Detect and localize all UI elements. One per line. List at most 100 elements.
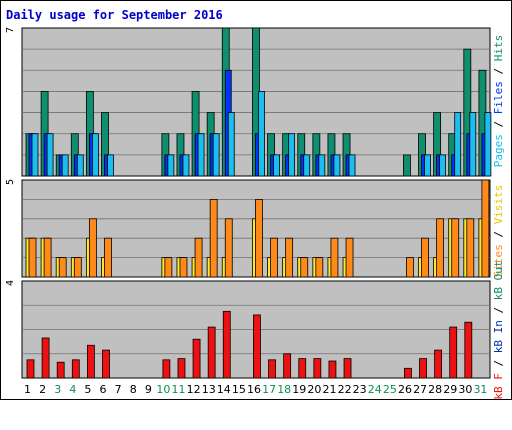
bar-pages	[197, 133, 205, 177]
x-tick-label: 7	[115, 383, 122, 396]
side-label-part: kB In	[492, 320, 505, 354]
bar-sites	[481, 179, 490, 278]
bar-kb-f	[404, 367, 412, 379]
bar-sites	[466, 218, 475, 278]
bar-sites	[104, 237, 112, 278]
side-label-part: kB Out	[492, 260, 505, 301]
x-tick-label: 25	[383, 383, 397, 396]
bar-kb-f	[343, 358, 352, 379]
bar-sites	[209, 198, 218, 278]
bar-kb-f	[41, 337, 50, 379]
x-tick-label: 14	[217, 383, 231, 396]
bar-sites	[73, 257, 82, 278]
bar-pages	[333, 154, 341, 177]
x-tick-label: 16	[247, 383, 261, 396]
bar-pages	[107, 154, 114, 177]
bar-kb-f	[464, 321, 473, 379]
x-tick-label: 17	[262, 383, 276, 396]
bar-sites	[436, 218, 445, 278]
bar-kb-f	[71, 359, 80, 379]
bar-kb-f	[253, 314, 261, 379]
bar-sites	[451, 218, 460, 278]
x-tick-label: 28	[428, 383, 442, 396]
bar-sites	[345, 237, 354, 278]
x-tick-label: 24	[368, 383, 382, 396]
bar-pages	[454, 112, 462, 177]
side-label-kbytes: kB F / kB In / kB Out	[492, 230, 508, 430]
x-tick-label: 3	[54, 383, 61, 396]
x-tick-label: 9	[145, 383, 152, 396]
bar-kb-f	[449, 326, 458, 379]
bar-sites	[28, 237, 37, 278]
x-tick-label: 13	[202, 383, 216, 396]
side-label-part: Files	[492, 81, 505, 115]
x-tick-label: 15	[232, 383, 246, 396]
x-tick-label: 26	[398, 383, 412, 396]
side-label-part: /	[492, 300, 505, 321]
bar-pages	[227, 112, 235, 177]
bar-kb-f	[56, 361, 65, 379]
x-tick-label: 21	[322, 383, 336, 396]
bar-pages	[424, 154, 431, 177]
bar-pages	[439, 154, 447, 177]
x-tick-label: 5	[84, 383, 91, 396]
bar-kb-f	[328, 360, 337, 379]
bar-sites	[164, 257, 173, 278]
bar-pages	[273, 154, 280, 177]
x-tick-label: 30	[458, 383, 472, 396]
x-tick-label: 8	[130, 383, 137, 396]
bar-kb-f	[207, 326, 216, 379]
bar-sites	[270, 237, 278, 278]
side-label-part: /	[492, 353, 505, 374]
x-tick-label: 22	[338, 383, 352, 396]
bar-kb-f	[86, 344, 95, 379]
x-tick-label: 4	[69, 383, 76, 396]
bar-pages	[212, 133, 220, 177]
bar-pages	[167, 154, 175, 177]
bar-pages	[318, 154, 326, 177]
x-tick-label: 19	[292, 383, 306, 396]
bar-pages	[61, 154, 69, 177]
bar-sites	[330, 237, 339, 278]
side-label-part: Visits	[492, 184, 505, 225]
bar-sites	[88, 218, 97, 278]
bar-kb-f	[298, 358, 307, 379]
x-tick-label: 11	[172, 383, 186, 396]
bar-pages	[348, 154, 356, 177]
side-label-part: /	[492, 61, 505, 82]
bar-kb-f	[177, 358, 186, 379]
bar-sites	[421, 237, 429, 278]
x-tick-label: 12	[187, 383, 201, 396]
bar-pages	[31, 133, 39, 177]
bar-kb-f	[162, 359, 171, 379]
bar-sites	[194, 237, 203, 278]
bar-sites	[300, 257, 309, 278]
x-tick-label: 18	[277, 383, 291, 396]
bar-sites	[43, 237, 52, 278]
bar-kb-f	[313, 358, 322, 379]
chart-title: Daily usage for September 2016	[6, 8, 223, 22]
x-tick-label: 29	[443, 383, 457, 396]
bar-kb-f	[419, 358, 427, 379]
bar-pages	[76, 154, 84, 177]
bar-sites	[224, 218, 233, 278]
bar-pages	[182, 154, 190, 177]
bar-sites	[58, 257, 67, 278]
bar-pages	[258, 91, 265, 177]
side-label-part: kB F	[492, 373, 505, 400]
x-tick-label: 6	[100, 383, 107, 396]
bar-pages	[303, 154, 311, 177]
bar-kb-f	[192, 338, 201, 379]
x-tick-label: 27	[413, 383, 427, 396]
x-tick-label: 31	[473, 383, 487, 396]
bar-kb-f	[283, 353, 292, 379]
bar-kb-f	[26, 359, 35, 379]
x-tick-label: 23	[353, 383, 367, 396]
bar-kb-f	[268, 359, 276, 379]
x-tick-label: 2	[39, 383, 46, 396]
bar-pages	[469, 112, 477, 177]
bar-pages	[46, 133, 54, 177]
bar-sites	[285, 237, 294, 278]
bar-sites	[315, 257, 324, 278]
